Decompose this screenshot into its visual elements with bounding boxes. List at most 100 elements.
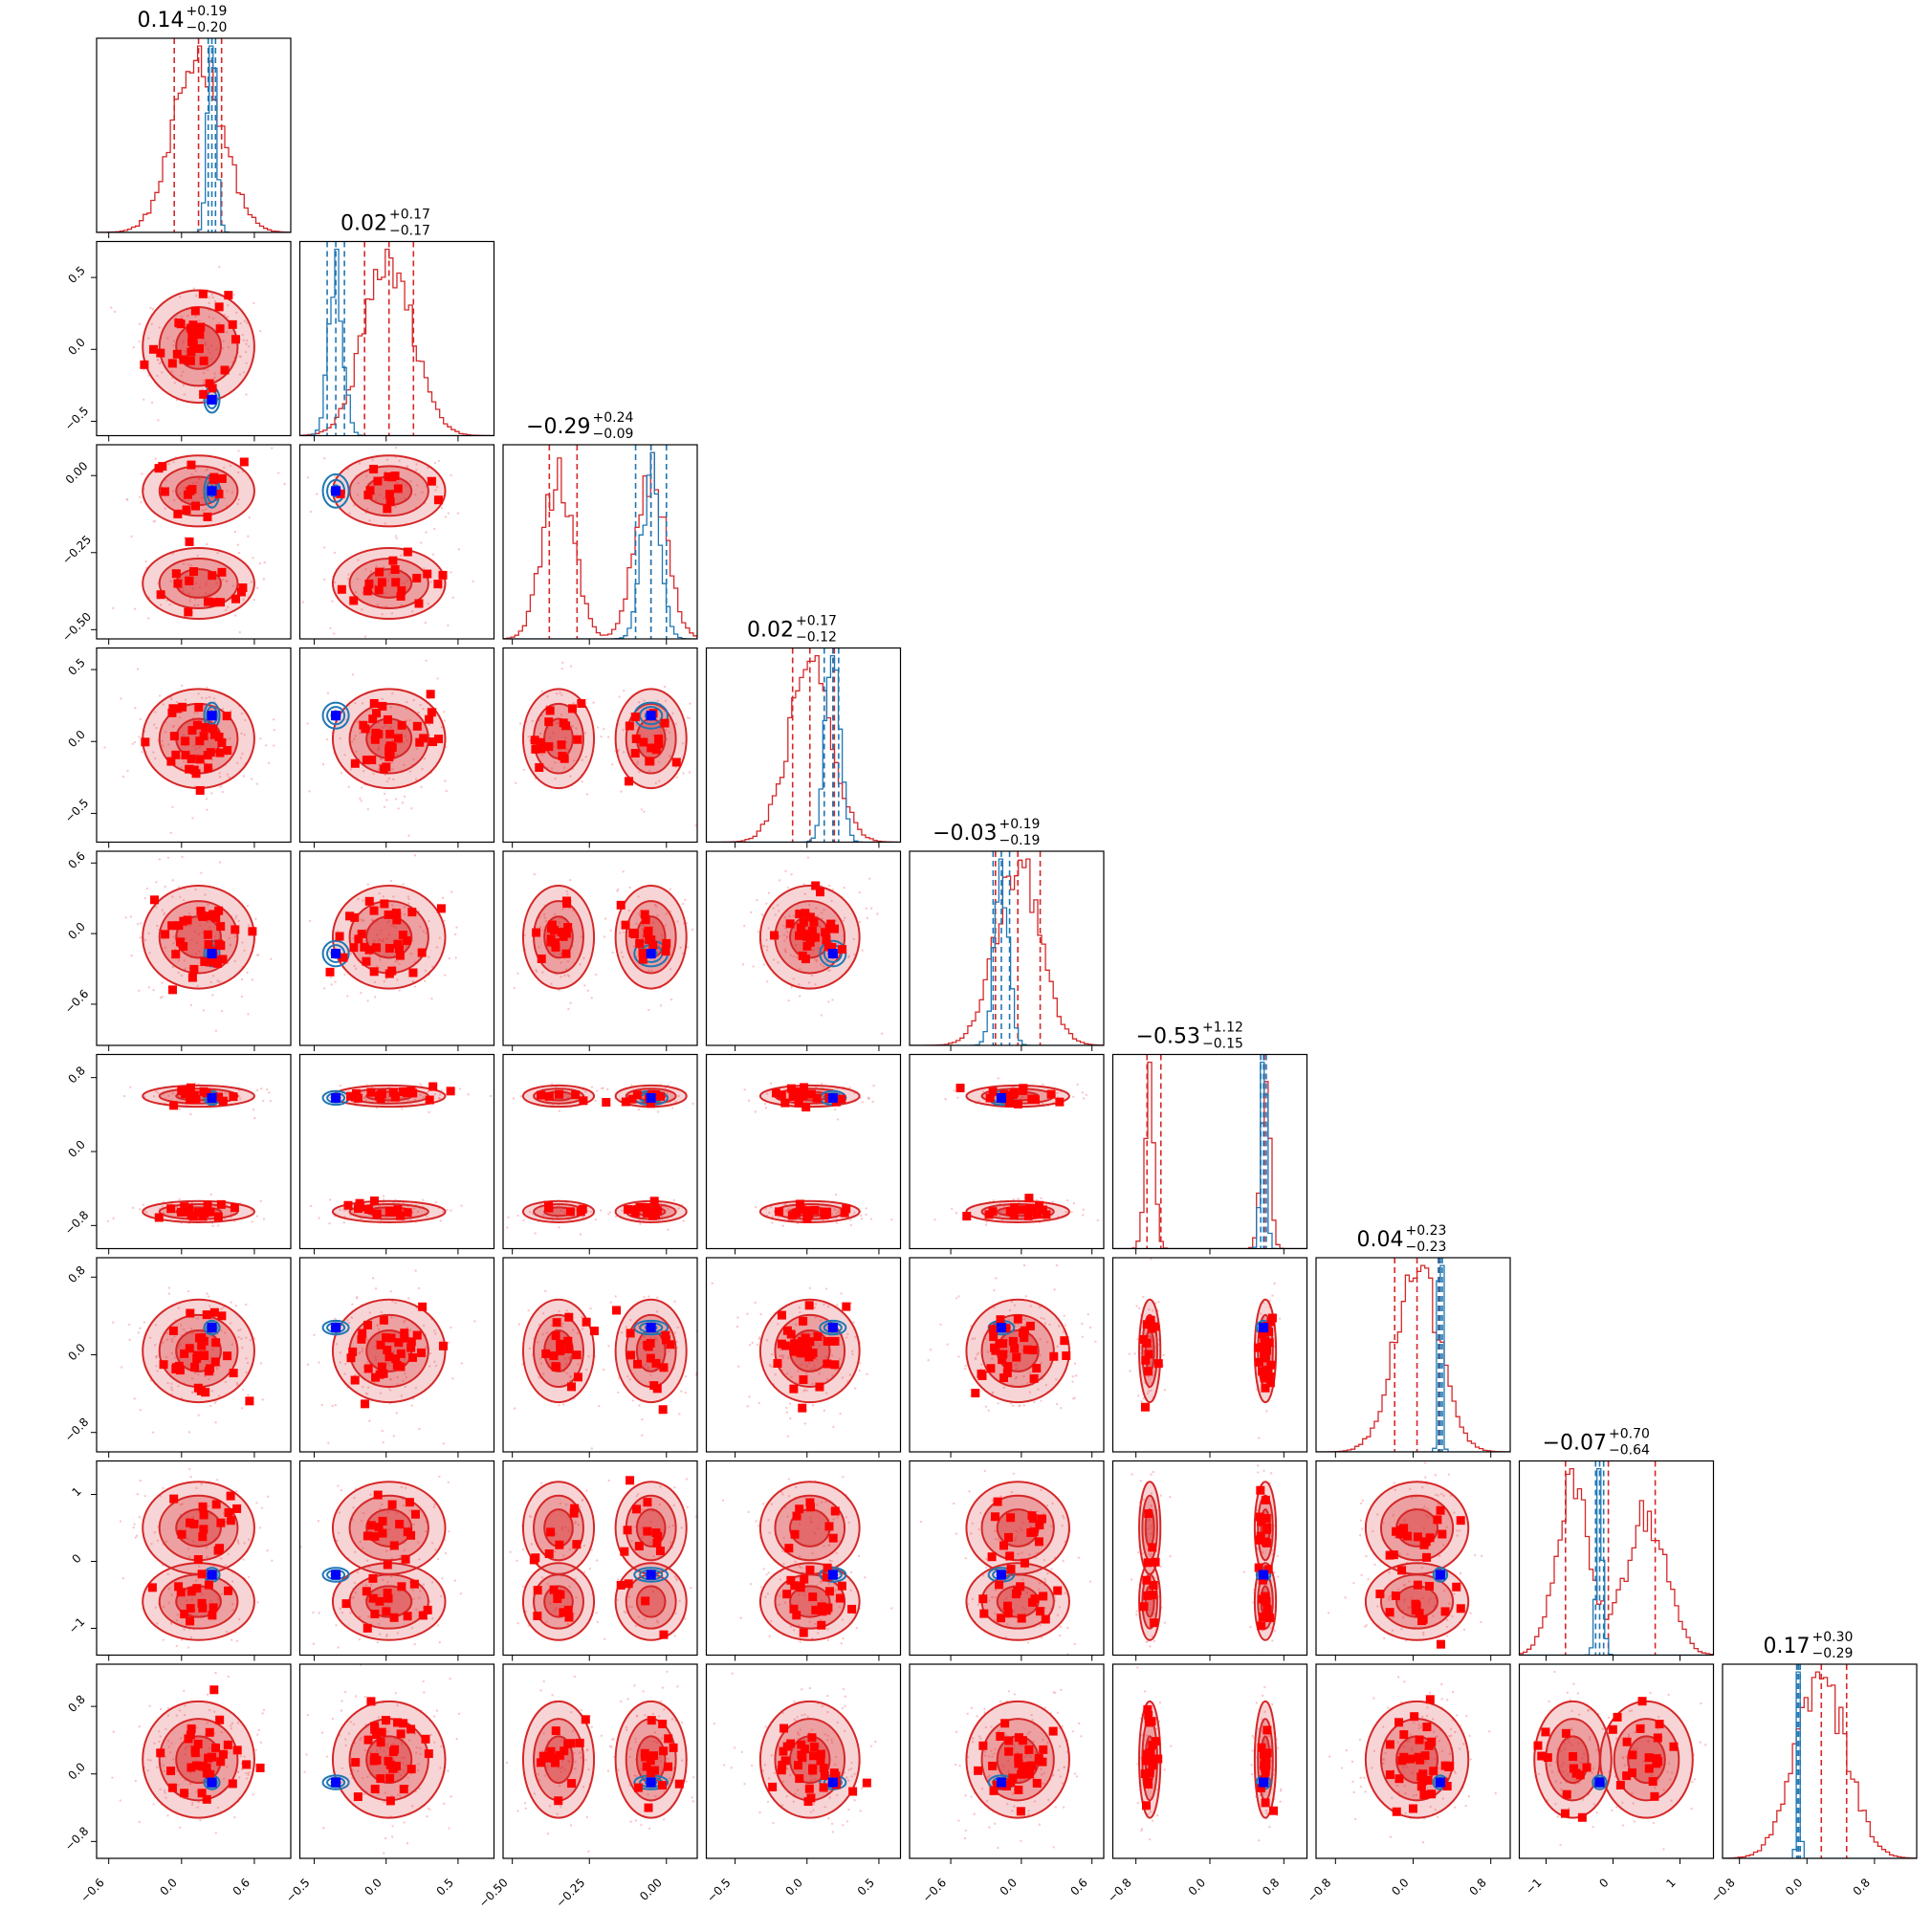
truth-marker [827, 1092, 838, 1103]
sample-point [187, 563, 190, 566]
sample-point [350, 1596, 354, 1599]
sample-point [230, 709, 232, 713]
scatter-marker [823, 1603, 833, 1613]
scatter-marker [570, 1504, 580, 1513]
sample-point [354, 1550, 357, 1553]
scatter-marker [653, 1531, 663, 1541]
sample-point [178, 296, 182, 298]
sample-point [436, 1624, 440, 1627]
sample-point [561, 908, 564, 911]
y-tick-label: 0.0 [65, 920, 87, 942]
sample-point [649, 1521, 652, 1524]
sample-point [506, 1226, 509, 1229]
sample-point [600, 1087, 604, 1090]
sample-point [1094, 1340, 1097, 1344]
sample-point [362, 1385, 364, 1389]
sample-point [200, 871, 203, 874]
sample-point [352, 504, 356, 507]
scatter-marker [393, 939, 403, 949]
sample-point [1061, 1525, 1064, 1527]
sample-point [268, 761, 271, 765]
scatter-marker [796, 923, 805, 933]
sample-point [344, 1363, 347, 1366]
sample-point [394, 798, 398, 801]
scatter-marker [343, 1200, 353, 1210]
sample-point [422, 930, 426, 933]
sample-point [641, 1536, 645, 1539]
sample-point [215, 1365, 218, 1369]
scatter-marker [390, 565, 400, 575]
sample-point [347, 785, 350, 788]
sample-point [618, 695, 621, 698]
sample-point [852, 1321, 855, 1324]
sample-point [555, 934, 558, 937]
sample-point [394, 1302, 397, 1305]
scatter-marker [824, 1522, 834, 1531]
sample-point [838, 1605, 841, 1609]
sample-point [1010, 1490, 1014, 1494]
sample-point [432, 1505, 436, 1509]
scatter-marker [216, 922, 226, 932]
sample-point [202, 1009, 206, 1012]
sample-point [1072, 1397, 1075, 1400]
scatter-marker [1046, 1089, 1056, 1099]
sample-point [1039, 1581, 1042, 1585]
scatter-marker [399, 1087, 408, 1096]
scatter-marker [392, 1361, 402, 1371]
sample-point [823, 909, 825, 911]
sample-point [339, 737, 341, 740]
sample-point [627, 1595, 631, 1598]
scatter-marker [383, 1588, 392, 1597]
sample-point [334, 1317, 337, 1321]
sample-point [131, 742, 134, 746]
sample-point [1048, 1323, 1051, 1327]
sample-point [1017, 1552, 1020, 1556]
sample-point [365, 1361, 369, 1364]
sample-point [428, 1365, 431, 1368]
scatter-marker [572, 1540, 582, 1549]
scatter-marker [245, 1396, 254, 1406]
panel-title-value: 0.02 [340, 212, 387, 236]
scatter-marker [417, 1348, 427, 1357]
sample-point [245, 350, 248, 354]
scatter-marker [222, 712, 231, 721]
sample-point [161, 1205, 165, 1208]
scatter-marker [362, 1623, 372, 1633]
scatter-marker [1012, 1590, 1021, 1599]
scatter-marker [638, 948, 648, 957]
scatter-marker [387, 743, 397, 753]
scatter-marker [633, 1359, 643, 1369]
sample-point [472, 580, 474, 582]
sample-point [172, 461, 175, 464]
sample-point [813, 1364, 816, 1368]
scatter-marker [377, 1362, 386, 1372]
sample-point [204, 342, 207, 346]
sample-point [691, 928, 694, 932]
sample-point [296, 771, 298, 773]
sample-point [638, 771, 641, 774]
sample-point [831, 999, 834, 1001]
sample-point [229, 943, 232, 947]
scatter-marker [363, 491, 373, 500]
sample-point [361, 702, 364, 705]
sample-point [820, 1014, 823, 1017]
sample-point [1014, 1539, 1017, 1542]
scatter-marker [364, 579, 374, 588]
sample-point [234, 914, 238, 918]
sample-point [516, 972, 519, 975]
scatter-marker [630, 1205, 640, 1215]
sample-point [558, 1109, 561, 1112]
scatter-marker [801, 909, 810, 918]
sample-point [360, 786, 363, 789]
sample-point [208, 736, 211, 739]
sample-point [460, 1362, 464, 1365]
sample-point [406, 1297, 410, 1300]
sample-point [367, 1614, 370, 1618]
sample-point [560, 1323, 564, 1326]
sample-point [152, 1095, 156, 1098]
sample-point [783, 916, 786, 919]
sample-point [246, 971, 249, 975]
scatter-marker [809, 917, 819, 927]
sample-point [264, 744, 268, 747]
narrow-contour [321, 939, 350, 968]
